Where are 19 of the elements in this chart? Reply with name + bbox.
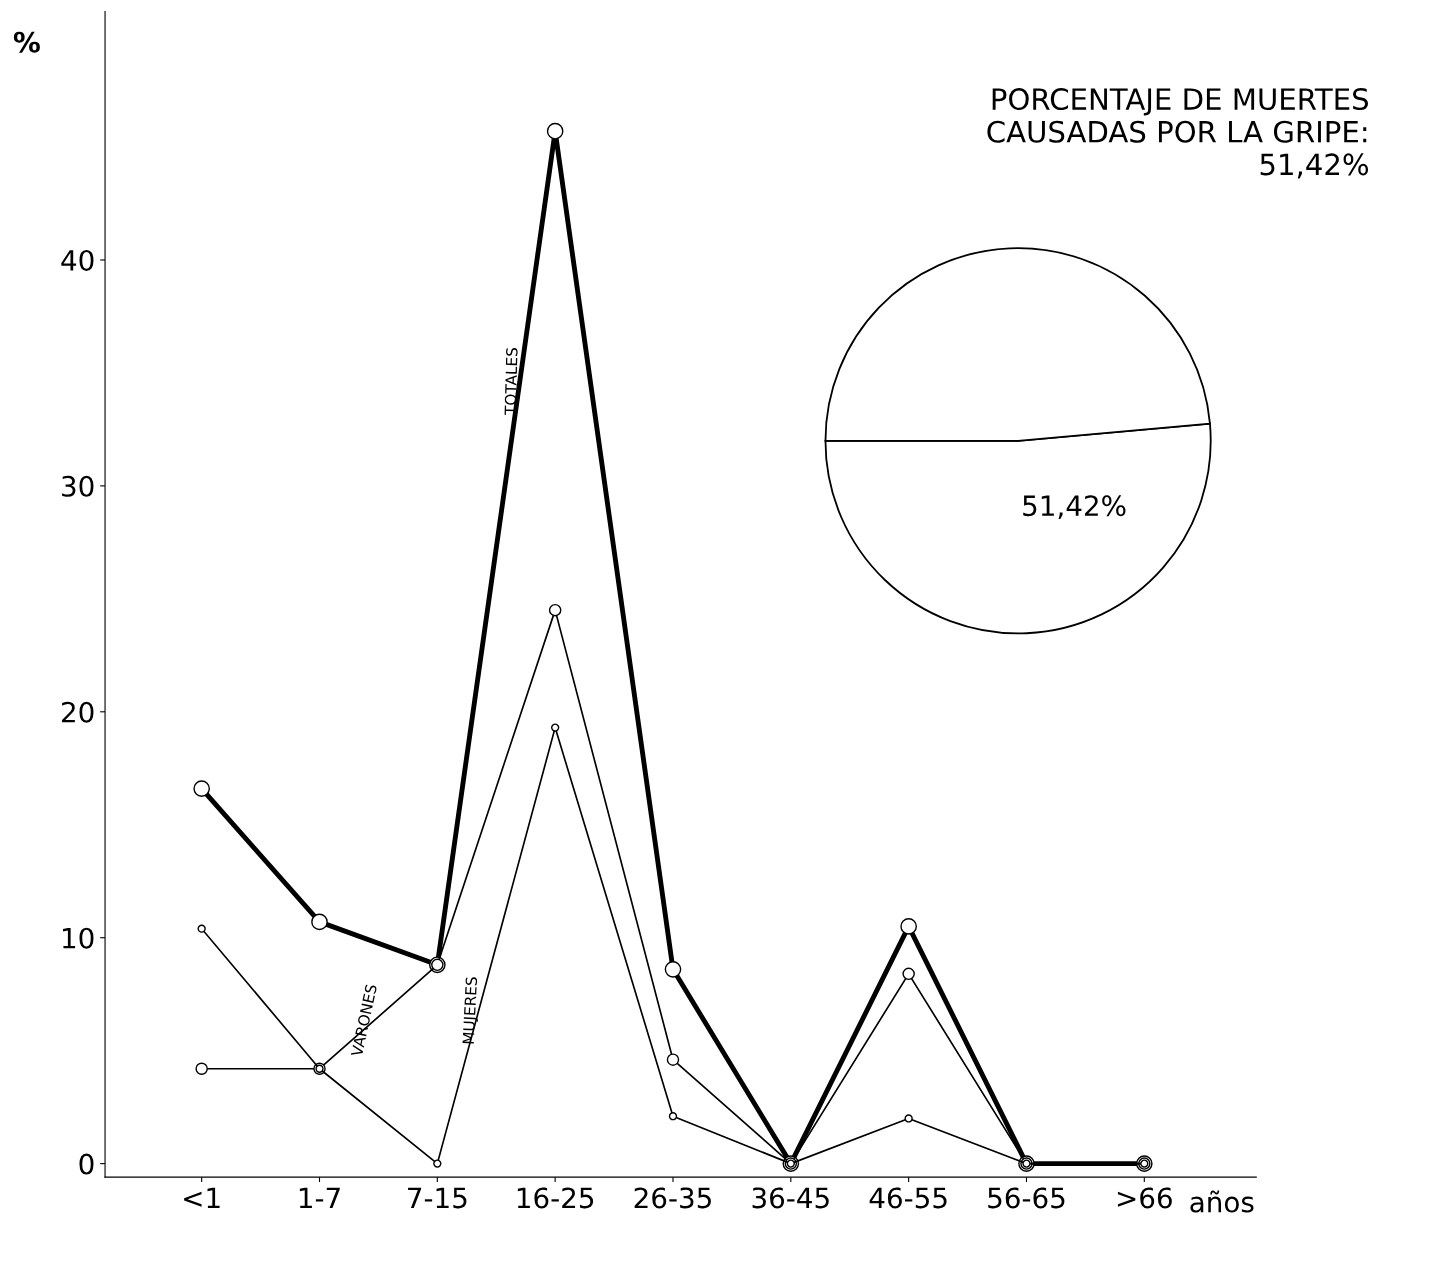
y-tick-label: 10	[63, 927, 94, 949]
x-tick-label: <1	[184, 1187, 220, 1209]
x-tick-label: >66	[1117, 1187, 1172, 1209]
y-axis-title: %	[13, 31, 40, 53]
x-tick-label: 16-25	[517, 1187, 594, 1209]
y-tick-label: 40	[61, 249, 94, 271]
x-tick-label: 1-7	[299, 1187, 340, 1209]
y-tick-label: 20	[62, 701, 94, 723]
y-tick-label: 30	[62, 475, 94, 497]
x-tick-label: 26-35	[634, 1187, 711, 1209]
x-tick-label: 46-55	[869, 1187, 947, 1209]
data-label: 51,42%	[1023, 495, 1126, 520]
text: MUJERES	[462, 976, 481, 1044]
y-tick-label: 0	[79, 1153, 94, 1175]
x-tick-label: 7-15	[408, 1187, 467, 1209]
x-tick-label: 56-65	[988, 1187, 1065, 1209]
x-axis-title: años	[1190, 1190, 1254, 1213]
x-tick-label: 36-45	[752, 1187, 829, 1209]
chart-title: PORCENTAJE DE MUERTES CAUSADAS POR LA GRIPE: 51,42%	[987, 88, 1369, 179]
